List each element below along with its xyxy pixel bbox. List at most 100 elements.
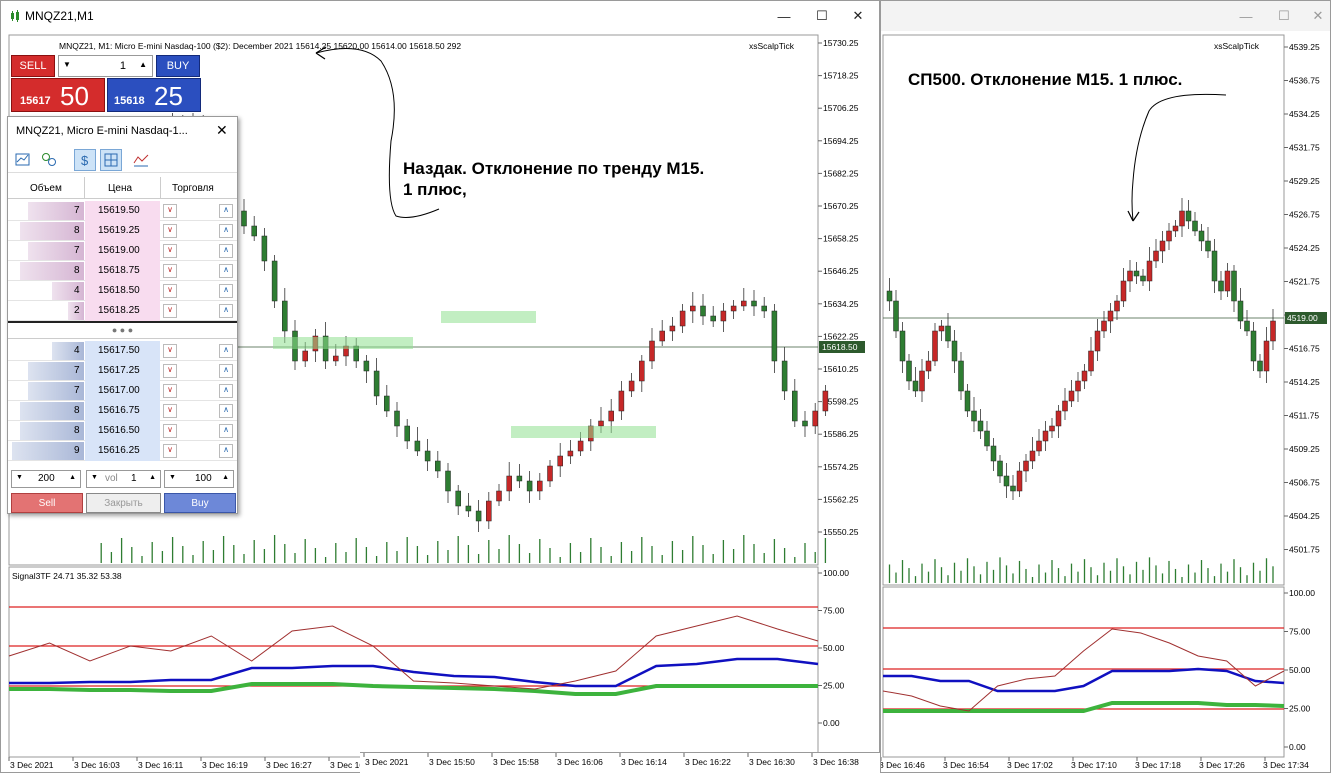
chevron-up-icon[interactable]: ▲ [222,474,229,481]
buy-limit-icon[interactable]: ∧ [219,304,233,318]
sell-limit-icon[interactable]: ∨ [163,384,177,398]
time-tick-label: 3 Dec 17:26 [1199,760,1245,770]
dom-row[interactable]: 8 15616.75 ∨ ∧ [8,401,237,421]
candle-body [771,310,778,362]
time-tick-label: 3 Dec 16:35 [330,760,376,770]
volume-spinner[interactable]: ▼ vol 1 ▲ [86,470,161,488]
chart-icon[interactable] [14,151,32,169]
chevron-up-icon[interactable]: ▲ [149,474,156,481]
sell-limit-icon[interactable]: ∨ [163,284,177,298]
price-tick-label: 4506.75 [1289,478,1320,488]
dom-close-button[interactable]: Закрыть [86,493,161,513]
bottom-time-axis: 3 Dec 2021 3 Dec 15:50 3 Dec 15:58 3 Dec 16… [360,752,880,773]
dollar-icon[interactable]: $ [74,149,96,171]
dom-row[interactable]: 7 15617.25 ∨ ∧ [8,361,237,381]
indicator-chart-icon[interactable] [132,151,150,169]
hand-drawn-arrow [1131,93,1227,222]
col-volume: Объем [30,183,62,194]
buy-limit-icon[interactable]: ∧ [219,204,233,218]
dom-row[interactable]: 8 15618.75 ∨ ∧ [8,261,237,281]
close-icon[interactable]: ✕ [216,122,228,138]
sell-limit-icon[interactable]: ∨ [163,244,177,258]
step-value[interactable]: 100 [195,473,212,484]
close-icon[interactable]: ✕ [852,8,864,23]
dom-buy-button[interactable]: Buy [164,493,236,513]
osc-tick-label: 75.00 [823,606,845,616]
close-icon[interactable]: ✕ [1312,8,1324,23]
minimize-icon[interactable]: — [777,8,791,24]
candle-body [1211,250,1218,282]
chevron-down-icon[interactable]: ▼ [169,474,176,481]
sell-limit-icon[interactable]: ∨ [163,304,177,318]
candle-body [363,360,370,372]
sell-limit-icon[interactable]: ∨ [163,424,177,438]
buy-limit-icon[interactable]: ∧ [219,384,233,398]
maximize-icon[interactable]: ☐ [816,8,828,23]
dom-row[interactable]: 4 15618.50 ∨ ∧ [8,281,237,301]
chevron-down-icon[interactable]: ▼ [63,60,71,69]
level-zone [441,311,536,323]
candle-body [1146,260,1153,282]
chevron-up-icon[interactable]: ▲ [69,474,76,481]
dom-row[interactable]: 7 15619.00 ∨ ∧ [8,241,237,261]
dom-sell-button[interactable]: Sell [11,493,83,513]
buy-limit-icon[interactable]: ∧ [219,284,233,298]
sell-limit-icon[interactable]: ∨ [163,224,177,238]
buy-button[interactable]: BUY [156,55,200,77]
dom-row[interactable]: 8 15616.50 ∨ ∧ [8,421,237,441]
ticks-icon[interactable] [40,151,58,169]
depth-spinner[interactable]: ▼ 200 ▲ [11,470,81,488]
sell-limit-icon[interactable]: ∨ [163,444,177,458]
time-tick-label: 3 Dec 16:30 [749,757,795,767]
lot-value[interactable]: 1 [119,60,126,72]
buy-price-big: 25 [154,81,183,111]
minimize-icon[interactable]: — [1239,8,1253,24]
right-window-titlebar[interactable]: — ☐ ✕ [881,1,1330,31]
candle-body [271,260,278,302]
vol-value[interactable]: 1 [131,473,137,484]
buy-price-box[interactable]: 15618 25 [107,78,201,112]
dom-row[interactable]: 2 15618.25 ∨ ∧ [8,301,237,321]
dom-row[interactable]: 8 15619.25 ∨ ∧ [8,221,237,241]
dom-price-cell: 15617.25 [85,361,160,381]
dom-titlebar[interactable]: MNQZ21, Micro E-mini Nasdaq-1... ✕ [8,117,237,145]
buy-limit-icon[interactable]: ∧ [219,344,233,358]
dom-row[interactable]: 7 15617.00 ∨ ∧ [8,381,237,401]
chevron-down-icon[interactable]: ▼ [91,474,98,481]
chevron-down-icon[interactable]: ▼ [16,474,23,481]
buy-limit-icon[interactable]: ∧ [219,444,233,458]
sell-price-box[interactable]: 15617 50 [11,78,105,112]
candle-body [659,330,665,342]
buy-limit-icon[interactable]: ∧ [219,264,233,278]
dom-row[interactable]: 4 15617.50 ∨ ∧ [8,341,237,361]
lot-spinner[interactable]: ▼ 1 ▲ [58,55,153,77]
chevron-up-icon[interactable]: ▲ [139,60,147,69]
buy-limit-icon[interactable]: ∧ [219,404,233,418]
candle-body [639,360,645,382]
buy-limit-icon[interactable]: ∧ [219,224,233,238]
dom-row[interactable]: 7 15619.50 ∨ ∧ [8,201,237,221]
sell-limit-icon[interactable]: ∨ [163,364,177,378]
sell-button[interactable]: SELL [11,55,55,77]
grid-icon[interactable] [100,149,122,171]
candle-body [1120,280,1127,302]
depth-value[interactable]: 200 [38,473,55,484]
candle-body [1003,475,1010,487]
step-spinner[interactable]: ▼ 100 ▲ [164,470,234,488]
buy-limit-icon[interactable]: ∧ [219,364,233,378]
sell-limit-icon[interactable]: ∨ [163,264,177,278]
left-window-titlebar[interactable]: MNQZ21,M1 — ☐ ✕ [1,1,879,31]
candle-body [404,425,410,442]
candle-body [486,500,492,522]
sell-limit-icon[interactable]: ∨ [163,344,177,358]
dom-row[interactable]: 9 15616.25 ∨ ∧ [8,441,237,461]
sell-limit-icon[interactable]: ∨ [163,204,177,218]
buy-limit-icon[interactable]: ∧ [219,244,233,258]
sell-limit-icon[interactable]: ∨ [163,404,177,418]
maximize-icon[interactable]: ☐ [1278,8,1290,23]
candle-body [1185,210,1192,222]
right-chart-canvas[interactable]: 4539.25 4536.75 4534.25 4531.75 4529.25 4526.… [881,31,1330,773]
buy-limit-icon[interactable]: ∧ [219,424,233,438]
price-tick-label: 15682.25 [823,168,859,178]
dom-price: 15617.00 [98,385,140,396]
